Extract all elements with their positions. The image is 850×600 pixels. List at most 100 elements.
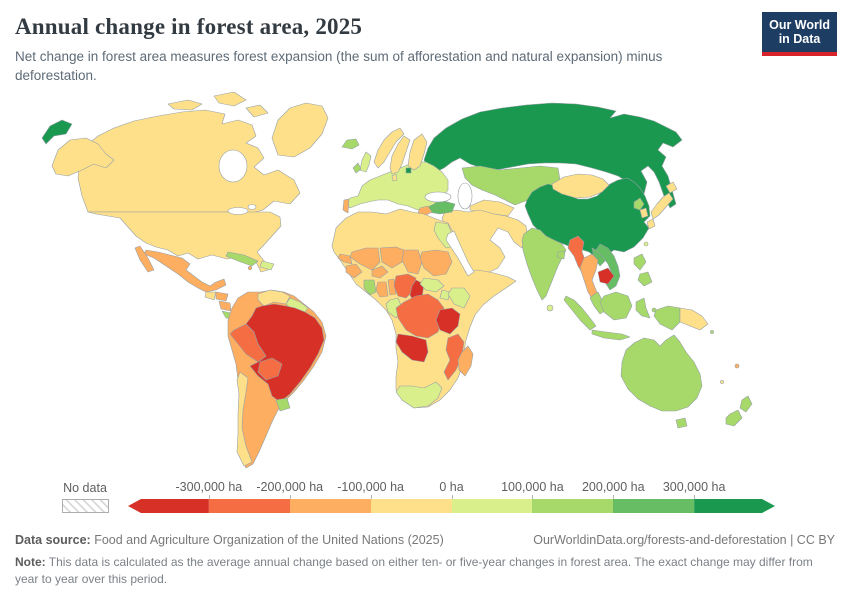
- country-portugal[interactable]: [342, 198, 350, 214]
- country-vietnam[interactable]: [595, 243, 621, 291]
- legend-no-data-swatch[interactable]: [62, 499, 109, 513]
- country-senegal[interactable]: [337, 253, 353, 265]
- country-ghana[interactable]: [375, 281, 389, 298]
- legend-segment-orange[interactable]: [289, 499, 371, 513]
- country-greenland[interactable]: [271, 102, 329, 158]
- country-russia[interactable]: [423, 102, 683, 209]
- country-north-korea[interactable]: [633, 197, 645, 211]
- country-new-caledonia[interactable]: [720, 380, 724, 384]
- country-south-korea[interactable]: [639, 207, 649, 219]
- legend-segment-dark_green[interactable]: [694, 499, 775, 513]
- country-mongolia[interactable]: [551, 173, 610, 199]
- legend-tick-label: 0 ha: [439, 480, 464, 494]
- country-central-african-republic[interactable]: [419, 277, 445, 293]
- country-russia-chukotka[interactable]: [41, 119, 73, 145]
- country-niger[interactable]: [379, 246, 405, 269]
- footer-source-row: Data source: Food and Agriculture Organi…: [15, 533, 835, 547]
- country-norway[interactable]: [373, 127, 405, 169]
- footer-note-text: This data is calculated as the average a…: [15, 555, 813, 587]
- country-indonesia-sumatra[interactable]: [563, 295, 597, 331]
- country-japan-hokkaido[interactable]: [665, 181, 678, 194]
- country-sri-lanka[interactable]: [546, 304, 554, 312]
- country-sweden[interactable]: [389, 135, 411, 175]
- country-australia[interactable]: [620, 334, 703, 412]
- legend-color-bar: [128, 499, 775, 513]
- country-new-zealand-north[interactable]: [739, 395, 753, 413]
- country-india[interactable]: [521, 227, 567, 301]
- country-jamaica[interactable]: [247, 265, 253, 271]
- country-cambodia[interactable]: [597, 267, 615, 285]
- country-denmark[interactable]: [391, 173, 398, 182]
- country-indonesia-papua[interactable]: [653, 305, 681, 331]
- country-papua-new-guinea[interactable]: [679, 307, 709, 331]
- country-new-zealand-south[interactable]: [725, 409, 743, 427]
- country-nicaragua[interactable]: [218, 300, 232, 312]
- country-canada-arctic3[interactable]: [245, 104, 269, 118]
- legend-segment-mid_green[interactable]: [613, 499, 695, 513]
- country-canada-arctic2[interactable]: [213, 91, 247, 107]
- country-indonesia-sulawesi[interactable]: [635, 297, 651, 319]
- owid-logo[interactable]: Our World in Data: [762, 12, 837, 56]
- country-bolivia[interactable]: [257, 357, 283, 381]
- legend-tick-label: 300,000 ha: [662, 480, 726, 494]
- legend-tick-mark: [613, 495, 615, 499]
- country-peru[interactable]: [229, 323, 267, 363]
- country-kenya[interactable]: [447, 287, 471, 309]
- country-fiji[interactable]: [734, 363, 740, 369]
- country-dr-congo[interactable]: [395, 293, 445, 339]
- country-mexico-baja[interactable]: [134, 245, 155, 273]
- owid-logo-line2: in Data: [778, 32, 821, 47]
- country-malaysia[interactable]: [589, 291, 607, 315]
- country-united-kingdom[interactable]: [359, 151, 372, 173]
- country-iceland[interactable]: [341, 138, 360, 150]
- country-canada-arctic1[interactable]: [167, 99, 203, 111]
- legend-segment-yellow_green[interactable]: [451, 499, 533, 513]
- country-australia-tasmania[interactable]: [675, 417, 688, 429]
- country-burkina-faso[interactable]: [371, 265, 389, 279]
- country-philippines-mindanao[interactable]: [637, 271, 653, 287]
- country-chad[interactable]: [401, 249, 423, 275]
- legend-segment-light_green[interactable]: [532, 499, 614, 513]
- country-indonesia-java[interactable]: [591, 329, 631, 341]
- country-finland[interactable]: [407, 133, 428, 171]
- country-lithuania[interactable]: [405, 167, 412, 174]
- legend-segment-yellow[interactable]: [370, 499, 452, 513]
- country-philippines-luzon[interactable]: [633, 253, 647, 271]
- country-madagascar[interactable]: [457, 345, 474, 377]
- country-tanzania[interactable]: [435, 307, 461, 335]
- country-guinea[interactable]: [345, 263, 363, 279]
- country-sudan[interactable]: [419, 249, 453, 277]
- country-south-africa[interactable]: [395, 381, 443, 409]
- legend-segment-red[interactable]: [128, 499, 209, 513]
- country-mozambique[interactable]: [443, 333, 465, 381]
- country-indonesia-borneo[interactable]: [599, 291, 633, 321]
- country-angola[interactable]: [395, 333, 429, 363]
- legend-tick-label: 100,000 ha: [501, 480, 564, 494]
- hudson-bay: [218, 149, 248, 183]
- country-solomon-islands[interactable]: [710, 330, 714, 334]
- country-honduras[interactable]: [215, 291, 229, 302]
- country-uruguay[interactable]: [275, 397, 291, 412]
- footer-credit-link[interactable]: OurWorldinData.org/forests-and-deforesta…: [533, 533, 835, 547]
- country-mexico[interactable]: [143, 249, 227, 293]
- legend-tick-label: -200,000 ha: [256, 480, 324, 494]
- country-mali[interactable]: [349, 247, 381, 271]
- country-hispaniola[interactable]: [259, 260, 275, 271]
- country-ivory-coast[interactable]: [363, 279, 377, 296]
- country-taiwan[interactable]: [643, 241, 649, 247]
- legend-segment-orange_red[interactable]: [208, 499, 290, 513]
- country-ireland[interactable]: [352, 162, 362, 174]
- country-united-states-alaska[interactable]: [51, 137, 115, 177]
- country-japan-honshu[interactable]: [650, 192, 674, 220]
- country-chile[interactable]: [236, 371, 253, 467]
- country-guatemala[interactable]: [204, 291, 217, 301]
- country-benin[interactable]: [387, 278, 397, 296]
- black-sea: [424, 191, 452, 203]
- country-cuba[interactable]: [225, 251, 259, 267]
- legend-tick-mark: [289, 495, 291, 499]
- legend-tick-mark: [370, 495, 372, 499]
- footer-datasource-text: Food and Agriculture Organization of the…: [94, 533, 444, 547]
- country-bangladesh[interactable]: [556, 250, 566, 260]
- country-uganda[interactable]: [439, 289, 451, 301]
- country-japan-kyushu[interactable]: [646, 218, 656, 230]
